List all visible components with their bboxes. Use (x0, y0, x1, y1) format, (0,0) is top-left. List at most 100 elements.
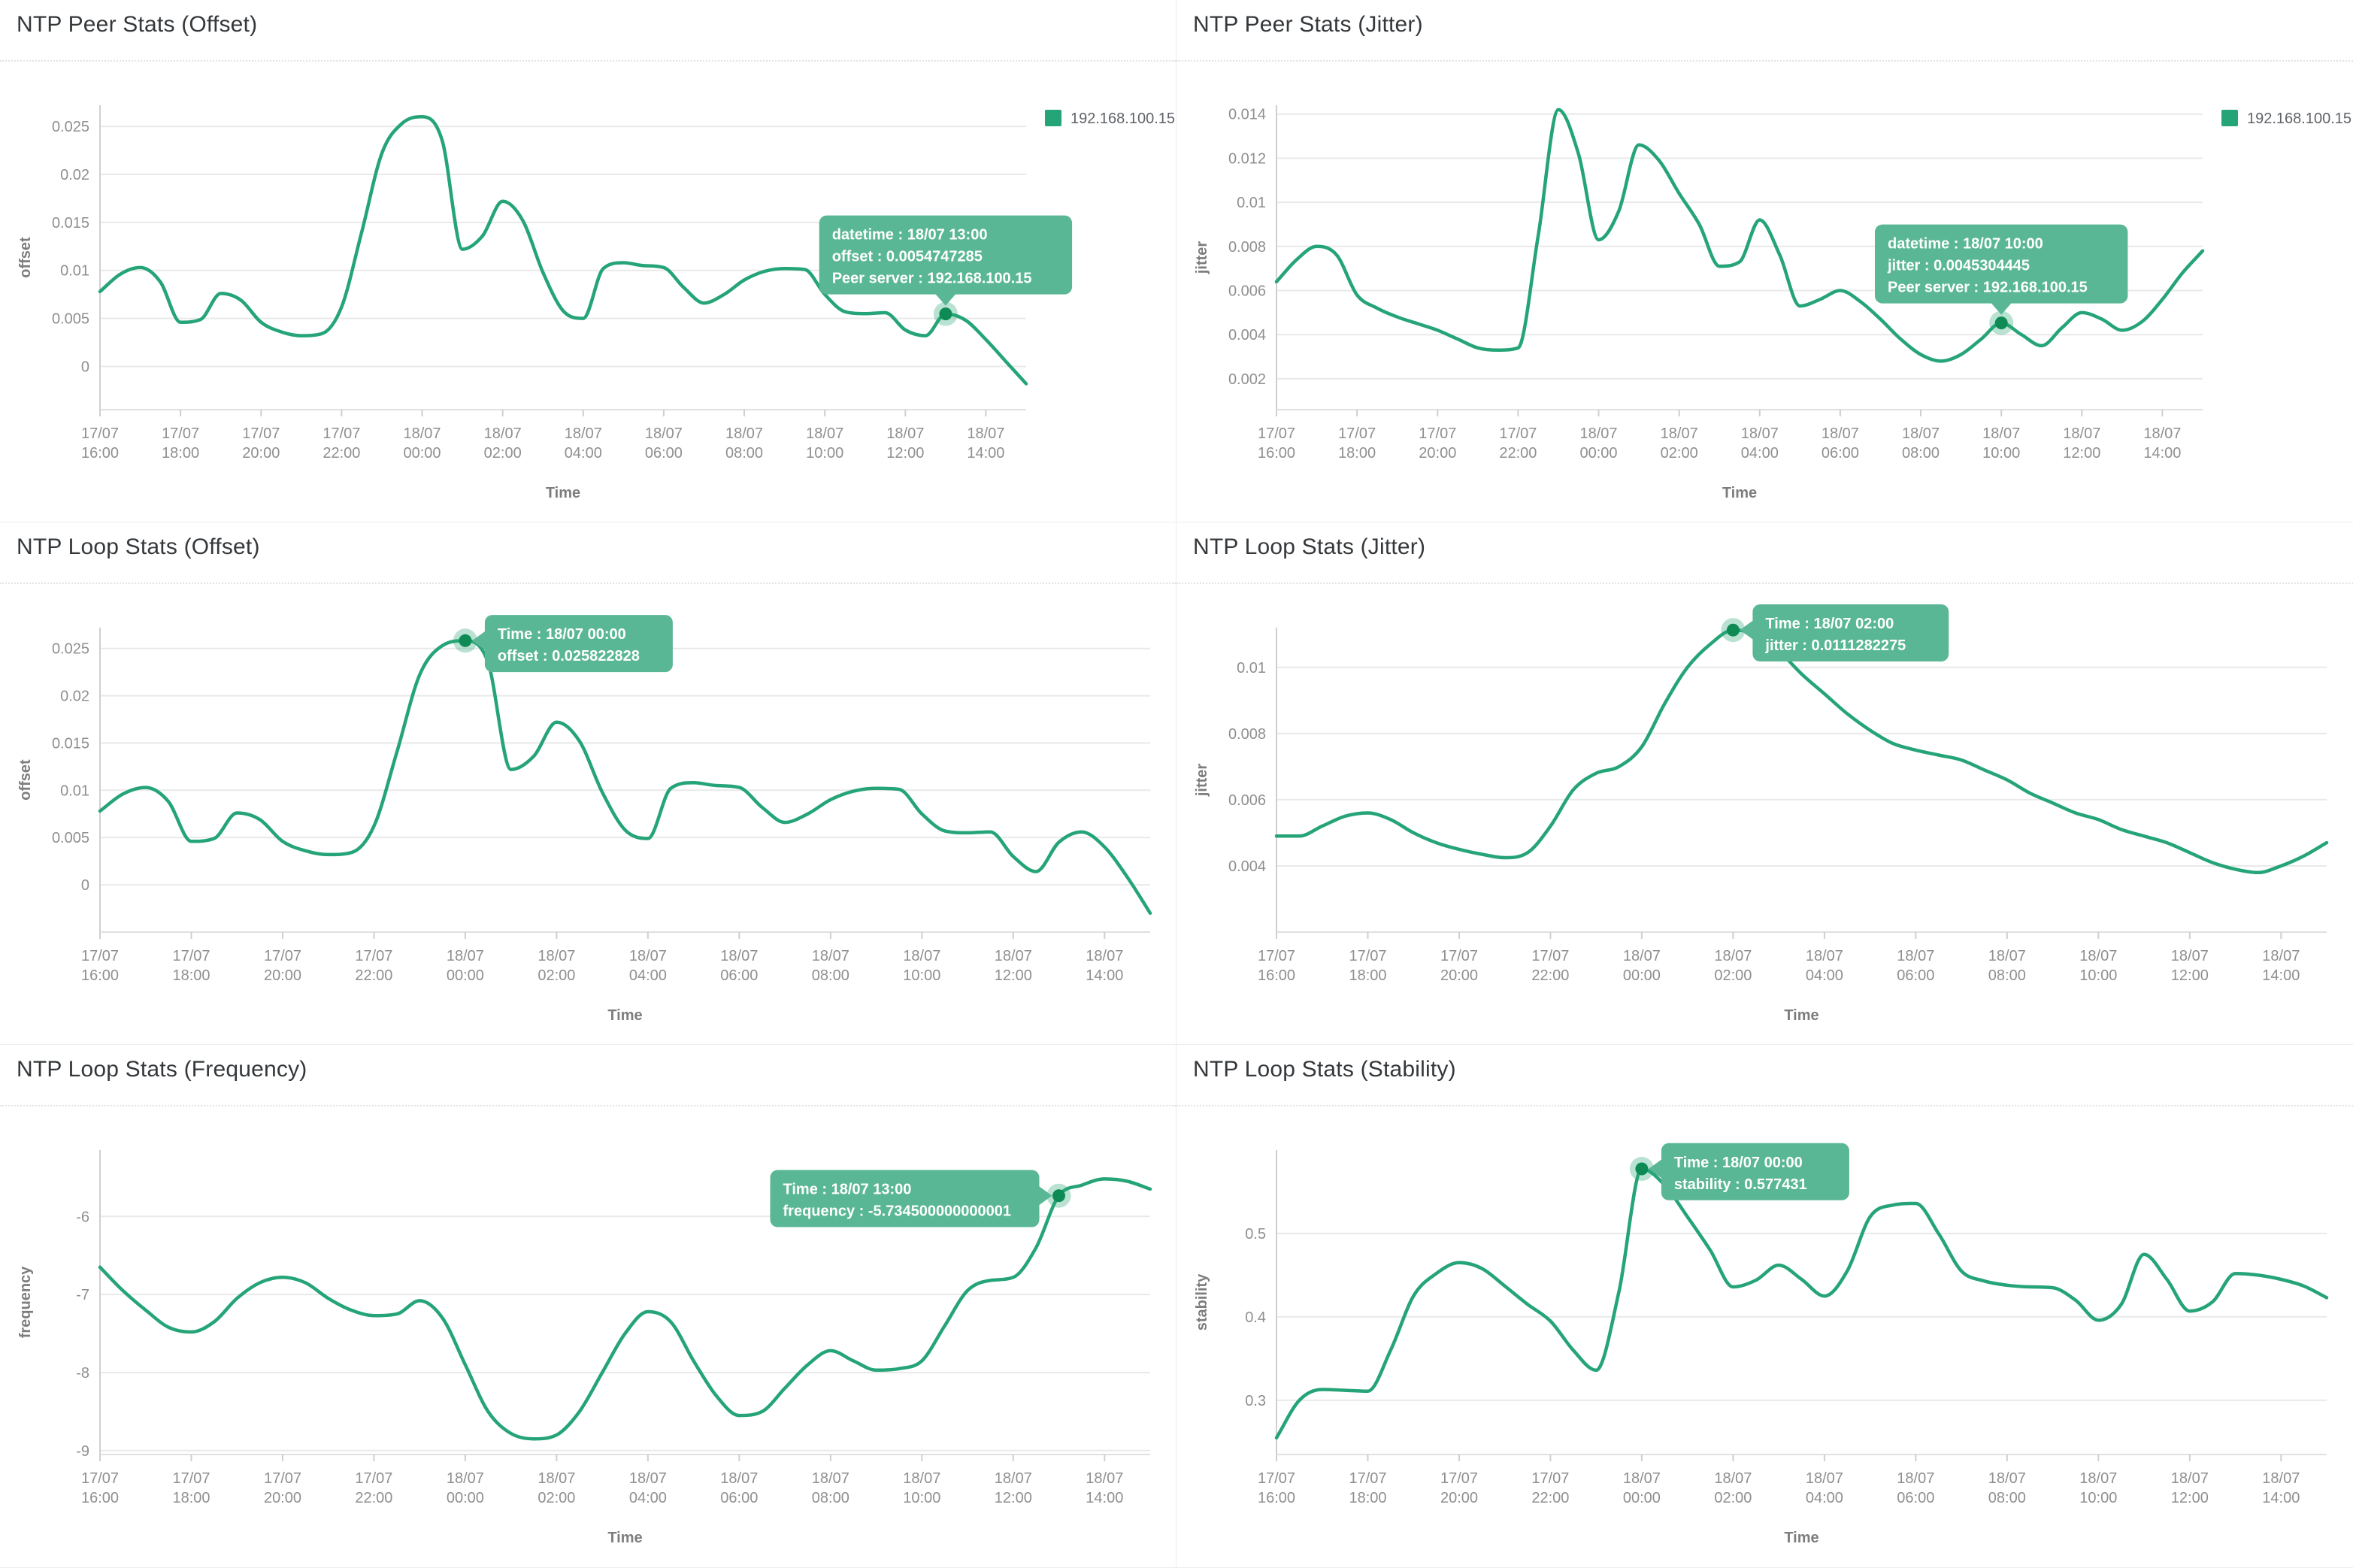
x-axis-tick-time: 20:00 (1419, 445, 1456, 462)
x-axis-tick-date: 18/07 (812, 1470, 849, 1487)
x-axis-tick-time: 08:00 (812, 967, 849, 984)
x-axis-tick-date: 17/07 (355, 948, 392, 964)
x-axis-title: Time (546, 485, 580, 501)
x-axis-tick-date: 17/07 (1349, 948, 1386, 964)
legend-swatch (2221, 110, 2238, 126)
y-axis-tick-label: 0.005 (52, 830, 89, 846)
x-axis-tick-date: 18/07 (2079, 1470, 2117, 1487)
y-axis-tick-label: 0.004 (1228, 858, 1266, 875)
highlight-marker[interactable] (1721, 618, 1746, 643)
tooltip-line: Time : 18/07 13:00 (783, 1182, 912, 1198)
chart-ntp-loop-stats-jitter[interactable]: 0.004 0.006 0.008 0.01 17/07 16:00 17/07 18:00 1… (1176, 522, 2353, 1044)
series-line (1274, 1167, 2329, 1440)
x-axis-tick-time: 22:00 (1499, 445, 1537, 462)
panel-ntp-peer-stats-offset: NTP Peer Stats (Offset) 0 0.005 0.01 0.015 0… (0, 0, 1176, 522)
y-axis-tick-label: 0.008 (1228, 726, 1266, 743)
x-axis-tick-time: 20:00 (1440, 967, 1478, 984)
x-axis-tick-date: 18/07 (2171, 1470, 2209, 1487)
x-axis-tick-date: 17/07 (162, 425, 199, 442)
x-axis-ticks: 17/07 16:00 17/07 18:00 17/07 20:00 17/07 22:00… (81, 932, 1123, 984)
x-axis-tick-time: 08:00 (1988, 1490, 2026, 1506)
chart-ntp-peer-stats-offset[interactable]: 0 0.005 0.01 0.015 0.02 0.025 17/07 16:00 17/07 1… (0, 0, 1176, 522)
tooltip: Time : 18/07 13:00 frequency : -5.7345000… (770, 1170, 1052, 1227)
chart-ntp-loop-stats-offset[interactable]: 0 0.005 0.01 0.015 0.02 0.025 17/07 16:00 17/07 1… (0, 522, 1176, 1044)
x-axis-tick-time: 22:00 (355, 967, 392, 984)
x-axis-tick-time: 08:00 (812, 1490, 849, 1506)
x-axis-tick-time: 14:00 (2262, 967, 2300, 984)
x-axis-tick-time: 02:00 (1661, 445, 1698, 462)
x-axis-tick-time: 20:00 (264, 1490, 301, 1506)
chart-ntp-loop-stats-frequency[interactable]: -9 -8 -7 -6 17/07 16:00 17/07 18:00 17/07 20:00 17… (0, 1045, 1176, 1567)
x-axis-tick-date: 18/07 (645, 425, 683, 442)
chart-ntp-loop-stats-stability[interactable]: 0.3 0.4 0.5 17/07 16:00 17/07 18:00 17/07 20:00 1… (1176, 1045, 2353, 1567)
x-axis-tick-date: 18/07 (1741, 425, 1779, 442)
x-axis-tick-time: 08:00 (725, 445, 763, 462)
x-axis-tick-date: 17/07 (1258, 1470, 1295, 1487)
line-chart-svg: 0.0020.0040.0060.0080.010.0120.01417/071… (1194, 105, 2351, 501)
x-axis-tick-date: 18/07 (1086, 948, 1123, 964)
y-grid: -9 -8 -7 -6 (76, 1209, 1150, 1460)
x-axis-tick-time: 00:00 (1623, 1490, 1661, 1506)
title-separator (0, 60, 1176, 62)
x-axis-tick-date: 18/07 (2262, 1470, 2300, 1487)
tooltip-line: Time : 18/07 00:00 (498, 626, 626, 643)
tooltip-line: Peer server : 192.168.100.15 (1888, 280, 2088, 296)
x-axis-tick-time: 02:00 (484, 445, 522, 462)
y-axis-tick-label: 0.002 (1228, 371, 1266, 388)
highlight-marker[interactable] (1989, 310, 2014, 335)
highlight-marker[interactable] (453, 628, 477, 653)
highlight-marker[interactable] (933, 301, 958, 326)
x-axis-tick-date: 18/07 (1579, 425, 1617, 442)
tooltip-line: Time : 18/07 00:00 (1674, 1155, 1803, 1171)
x-axis-tick-time: 12:00 (886, 445, 924, 462)
highlight-marker[interactable] (1629, 1157, 1654, 1181)
tooltip: datetime : 18/07 13:00 offset : 0.0054747… (819, 215, 1073, 306)
x-axis-tick-date: 18/07 (1988, 948, 2026, 964)
x-axis-tick-time: 10:00 (2079, 1490, 2117, 1506)
chart-ntp-peer-stats-jitter[interactable]: 0.002 0.004 0.006 0.008 0.01 0.012 0.014 17/07 1… (1176, 0, 2353, 522)
y-grid: 0.004 0.006 0.008 0.01 (1228, 660, 2327, 875)
x-axis-tick-time: 14:00 (1086, 967, 1123, 984)
y-grid: 0 0.005 0.01 0.015 0.02 0.025 (52, 641, 1150, 894)
tooltip-line: offset : 0.025822828 (498, 648, 640, 664)
tooltip: Time : 18/07 00:00 offset : 0.025822828 (471, 615, 673, 673)
title-separator (0, 1105, 1176, 1106)
x-axis-tick-time: 16:00 (81, 967, 119, 984)
series-line (98, 115, 1028, 386)
x-axis-tick-date: 18/07 (1806, 1470, 1843, 1487)
x-axis-tick-date: 18/07 (720, 948, 758, 964)
y-axis-title: stability (1194, 1273, 1210, 1330)
x-axis-tick-time: 10:00 (1982, 445, 2020, 462)
y-axis-title: offset (17, 759, 34, 801)
panel-ntp-loop-stats-frequency: NTP Loop Stats (Frequency) -9 -8 -7 -6 17/07… (0, 1045, 1176, 1568)
y-axis-tick-label: 0.008 (1228, 239, 1266, 256)
legend: 192.168.100.15 (1045, 110, 1175, 127)
x-axis-tick-time: 22:00 (1531, 967, 1569, 984)
x-axis-tick-date: 18/07 (1897, 1470, 1934, 1487)
x-axis-tick-time: 00:00 (447, 1490, 484, 1506)
series-line (98, 639, 1152, 916)
x-axis-tick-date: 18/07 (720, 1470, 758, 1487)
x-axis-tick-time: 08:00 (1902, 445, 1940, 462)
panel-title-ntp-peer-stats-offset: NTP Peer Stats (Offset) (17, 12, 258, 37)
y-axis-tick-label: 0 (81, 359, 89, 376)
x-axis-tick-time: 12:00 (995, 1490, 1032, 1506)
x-axis-tick-time: 04:00 (565, 445, 602, 462)
x-axis-tick-date: 17/07 (1338, 425, 1376, 442)
x-axis-tick-date: 18/07 (1086, 1470, 1123, 1487)
x-axis-tick-time: 04:00 (1741, 445, 1779, 462)
title-separator (1176, 60, 2353, 62)
x-axis-tick-time: 10:00 (903, 1490, 940, 1506)
x-axis-tick-date: 18/07 (629, 1470, 667, 1487)
highlight-marker[interactable] (1046, 1183, 1071, 1208)
x-axis-ticks: 17/07 16:00 17/07 18:00 17/07 20:00 17/07 22:00… (81, 1454, 1123, 1506)
x-axis-tick-time: 10:00 (903, 967, 940, 984)
title-separator (1176, 1105, 2353, 1106)
x-axis-tick-date: 17/07 (1440, 948, 1478, 964)
x-axis-tick-time: 12:00 (2171, 967, 2209, 984)
x-axis-tick-time: 14:00 (967, 445, 1004, 462)
y-axis-title: jitter (1194, 764, 1210, 798)
y-axis-tick-label: 0.025 (52, 641, 89, 658)
x-axis-tick-date: 18/07 (484, 425, 522, 442)
y-axis-tick-label: 0.005 (52, 311, 89, 328)
